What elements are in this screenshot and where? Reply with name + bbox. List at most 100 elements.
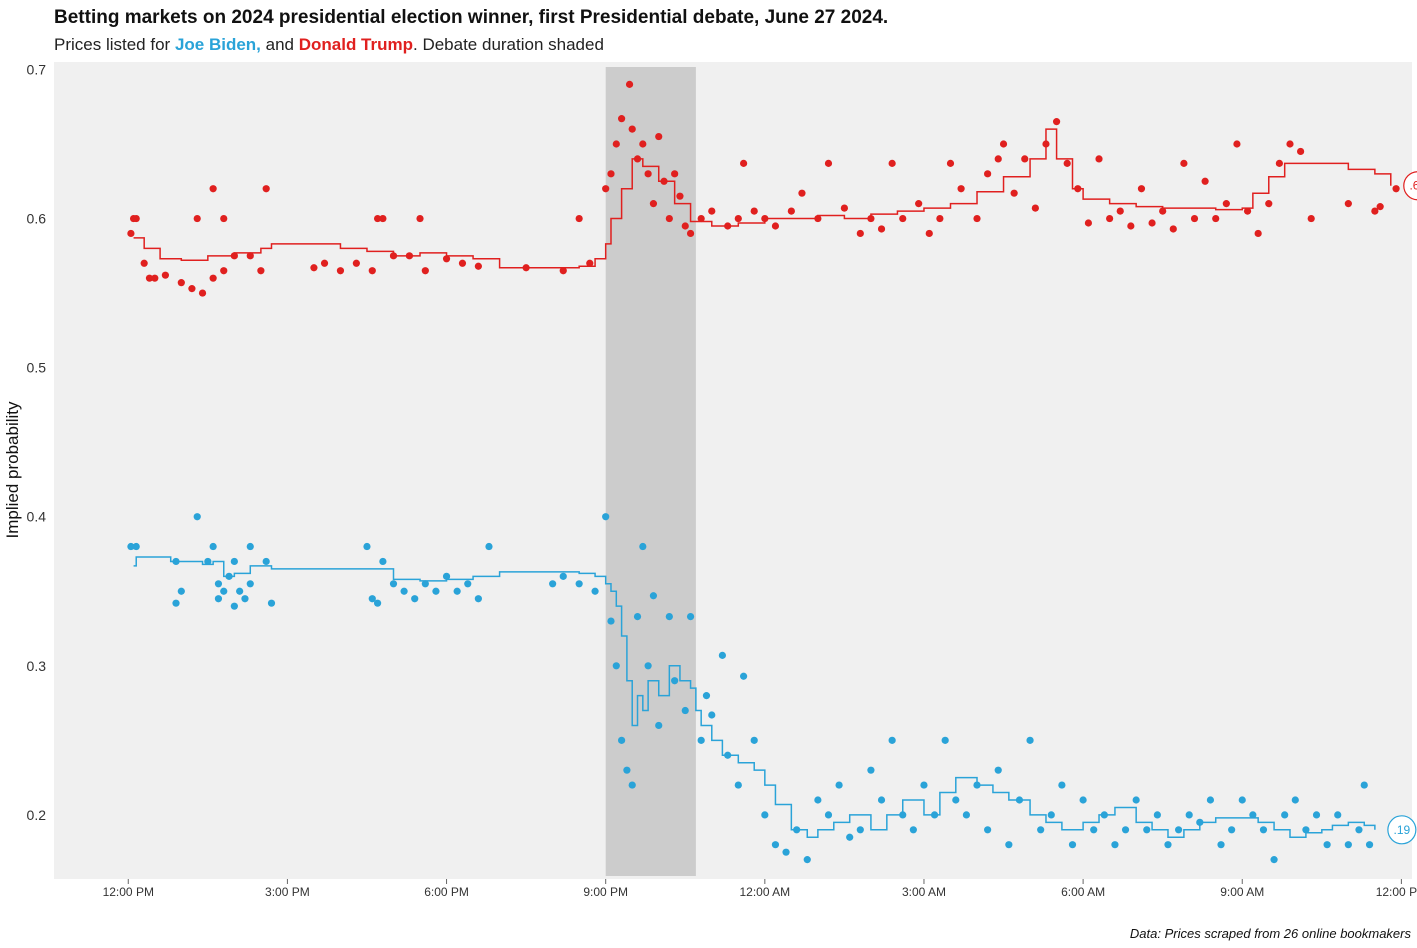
joe-biden-price-point bbox=[368, 595, 376, 603]
x-tick-label: 3:00 PM bbox=[265, 885, 310, 899]
donald-trump-price-point bbox=[1031, 204, 1039, 212]
donald-trump-price-point bbox=[421, 267, 429, 275]
donald-trump-price-point bbox=[888, 159, 896, 167]
donald-trump-price-point bbox=[262, 185, 270, 193]
donald-trump-price-point bbox=[1063, 159, 1071, 167]
joe-biden-price-point bbox=[1206, 796, 1215, 804]
joe-biden-price-point bbox=[591, 587, 599, 595]
donald-trump-price-point bbox=[1297, 147, 1305, 156]
joe-biden-price-point bbox=[1344, 841, 1352, 849]
donald-trump-price-point bbox=[1169, 225, 1177, 233]
donald-trump-price-point bbox=[1254, 229, 1262, 238]
donald-trump-price-point bbox=[628, 125, 636, 133]
joe-biden-price-point bbox=[464, 580, 472, 588]
donald-trump-price-point bbox=[1222, 200, 1230, 208]
joe-biden-price-point bbox=[607, 617, 615, 625]
donald-trump-price-point bbox=[246, 252, 254, 260]
joe-biden-price-point bbox=[639, 542, 647, 551]
joe-biden-price-point bbox=[734, 781, 742, 789]
x-tick-label: 6:00 AM bbox=[1061, 885, 1105, 899]
joe-biden-price-point bbox=[246, 580, 254, 588]
joe-biden-price-point bbox=[411, 595, 419, 603]
joe-biden-price-point bbox=[262, 557, 270, 566]
joe-biden-price-point bbox=[432, 587, 440, 595]
joe-biden-price-point bbox=[1249, 811, 1257, 819]
joe-biden-price-point bbox=[363, 542, 371, 551]
y-tick-label: 0.5 bbox=[27, 360, 47, 376]
joe-biden-price-point bbox=[941, 736, 949, 744]
donald-trump-price-point bbox=[915, 200, 923, 208]
joe-biden-median-step-line bbox=[133, 556, 1376, 839]
donald-trump-price-point bbox=[649, 200, 658, 208]
donald-trump-price-point bbox=[575, 214, 583, 223]
joe-biden-price-point bbox=[389, 580, 398, 588]
joe-biden-price-point bbox=[1121, 826, 1130, 834]
joe-biden-price-point bbox=[453, 587, 461, 595]
y-axis: 0.2 0.3 0.4 0.5 0.6 0.7 bbox=[27, 61, 47, 822]
donald-trump-end-label: .62 bbox=[1409, 179, 1417, 193]
donald-trump-price-point bbox=[151, 274, 159, 282]
donald-trump-price-point bbox=[925, 229, 933, 238]
donald-trump-price-point bbox=[697, 214, 705, 223]
joe-biden-price-point bbox=[214, 595, 223, 603]
joe-biden-price-point bbox=[681, 706, 689, 715]
joe-biden-price-point bbox=[230, 557, 238, 566]
donald-trump-price-point bbox=[798, 189, 806, 197]
joe-biden-price-point bbox=[1068, 841, 1077, 849]
donald-trump-price-point bbox=[936, 214, 944, 223]
donald-trump-price-point bbox=[132, 214, 140, 223]
joe-biden-price-point bbox=[644, 662, 652, 670]
donald-trump-price-point bbox=[177, 279, 185, 287]
donald-trump-price-point bbox=[824, 159, 833, 167]
donald-trump-price-point bbox=[127, 229, 135, 238]
subtitle-and: and bbox=[260, 35, 299, 54]
joe-biden-price-point bbox=[400, 587, 408, 595]
joe-biden-price-point bbox=[835, 781, 843, 789]
donald-trump-price-point bbox=[1137, 185, 1146, 193]
joe-biden-price-point bbox=[1047, 811, 1055, 819]
subtitle-suffix: . Debate duration shaded bbox=[413, 35, 604, 54]
joe-biden-price-point bbox=[1026, 736, 1034, 744]
joe-biden-price-point bbox=[1132, 796, 1140, 804]
donald-trump-price-point bbox=[644, 170, 652, 178]
joe-biden-price-point bbox=[1174, 826, 1183, 834]
biden-legend-label: Joe Biden, bbox=[174, 35, 261, 54]
donald-trump-price-point bbox=[994, 155, 1002, 163]
donald-trump-price-point bbox=[1344, 200, 1352, 208]
joe-biden-price-point bbox=[236, 587, 244, 595]
donald-trump-price-point bbox=[209, 185, 217, 193]
donald-trump-end-label-circle bbox=[1403, 171, 1417, 201]
donald-trump-price-point bbox=[999, 140, 1008, 148]
y-tick-label: 0.3 bbox=[27, 658, 47, 674]
y-axis-label: Implied probability bbox=[3, 401, 22, 539]
donald-trump-price-point bbox=[1371, 207, 1379, 215]
joe-biden-price-point bbox=[1058, 781, 1066, 789]
joe-biden-price-point bbox=[671, 677, 679, 685]
donald-trump-price-point bbox=[734, 214, 742, 223]
donald-trump-price-point bbox=[336, 267, 345, 275]
joe-biden-price-point bbox=[421, 580, 429, 588]
donald-trump-price-point bbox=[671, 170, 679, 178]
joe-biden-price-point bbox=[549, 580, 557, 588]
donald-trump-price-point bbox=[1265, 200, 1273, 208]
donald-trump-price-point bbox=[1243, 207, 1252, 215]
joe-biden-price-point bbox=[618, 736, 626, 744]
donald-trump-price-point bbox=[140, 259, 148, 267]
donald-trump-series: .62 bbox=[127, 80, 1417, 297]
joe-biden-price-point bbox=[1365, 841, 1374, 849]
series-layer: .62 .19 bbox=[127, 80, 1417, 864]
x-tick-label: 6:00 PM bbox=[424, 885, 469, 899]
joe-biden-price-point bbox=[623, 766, 631, 774]
source-note: Data: Prices scraped from 26 online book… bbox=[1129, 926, 1411, 941]
joe-biden-price-point bbox=[220, 587, 228, 595]
joe-biden-price-point bbox=[214, 580, 223, 588]
joe-biden-price-point bbox=[559, 572, 567, 580]
debate-shade-layer bbox=[605, 67, 696, 876]
chart-title: Betting markets on 2024 presidential ele… bbox=[54, 7, 889, 28]
donald-trump-price-point bbox=[257, 267, 265, 275]
joe-biden-price-point bbox=[230, 602, 238, 610]
donald-trump-price-point bbox=[188, 285, 196, 293]
joe-biden-price-point bbox=[373, 599, 382, 607]
donald-trump-price-point bbox=[1148, 219, 1156, 227]
joe-biden-price-point bbox=[877, 796, 886, 804]
